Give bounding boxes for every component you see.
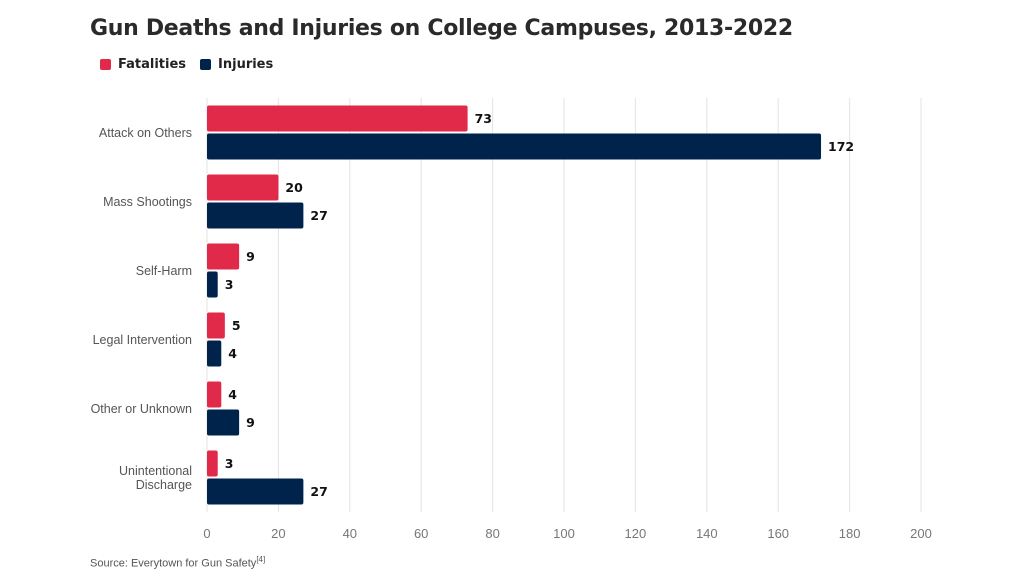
legend-item-fatalities: Fatalities xyxy=(100,57,186,72)
bar-injuries xyxy=(207,478,304,505)
bar-injuries xyxy=(207,202,304,229)
x-tick-label: 200 xyxy=(910,526,932,541)
category-label: Attack on Others xyxy=(99,126,192,140)
x-tick-label: 80 xyxy=(485,526,499,541)
data-label-fatalities: 5 xyxy=(232,318,241,333)
x-tick-label: 60 xyxy=(414,526,428,541)
legend-label-fatalities: Fatalities xyxy=(118,57,187,72)
data-label-fatalities: 4 xyxy=(228,387,237,402)
bar-fatalities xyxy=(207,174,279,201)
legend-label-injuries: Injuries xyxy=(218,57,274,72)
x-tick-label: 40 xyxy=(343,526,357,541)
data-label-injuries: 172 xyxy=(828,139,854,154)
legend: Fatalities Injuries xyxy=(100,57,273,72)
bar-fatalities xyxy=(207,381,222,408)
category-label: Self-Harm xyxy=(136,264,192,278)
data-label-fatalities: 9 xyxy=(246,249,255,264)
bar-fatalities xyxy=(207,105,468,132)
chart-title: Gun Deaths and Injuries on College Campu… xyxy=(90,16,793,41)
bar-injuries xyxy=(207,409,240,436)
x-tick-label: 100 xyxy=(553,526,575,541)
data-label-injuries: 9 xyxy=(246,415,255,430)
x-tick-label: 140 xyxy=(696,526,718,541)
bar-injuries xyxy=(207,133,822,160)
bar-injuries xyxy=(207,271,218,298)
x-tick-label: 20 xyxy=(271,526,285,541)
category-label: Other or Unknown xyxy=(91,402,192,416)
category-label: Unintentional Discharge xyxy=(119,464,192,492)
legend-swatch-injuries xyxy=(200,59,212,70)
bar-fatalities xyxy=(207,312,225,339)
source-text: Source: Everytown for Gun Safety xyxy=(90,557,257,570)
category-label: Legal Intervention xyxy=(93,333,192,347)
source-note: Source: Everytown for Gun Safety[4] xyxy=(90,555,265,570)
data-label-injuries: 27 xyxy=(310,484,327,499)
x-tick-label: 160 xyxy=(767,526,789,541)
x-tick-label: 180 xyxy=(839,526,861,541)
x-tick-label: 0 xyxy=(203,526,210,541)
legend-swatch-fatalities xyxy=(100,59,111,70)
category-label: Mass Shootings xyxy=(103,195,192,209)
data-label-fatalities: 20 xyxy=(285,180,303,195)
data-label-injuries: 3 xyxy=(225,277,234,292)
data-label-fatalities: 73 xyxy=(475,111,492,126)
x-tick-label: 120 xyxy=(625,526,647,541)
data-label-injuries: 27 xyxy=(310,208,327,223)
bar-injuries xyxy=(207,340,222,367)
source-footnote: [4] xyxy=(256,555,266,564)
legend-item-injuries: Injuries xyxy=(200,57,273,72)
data-label-fatalities: 3 xyxy=(225,456,234,471)
data-label-injuries: 4 xyxy=(228,346,237,361)
bar-fatalities xyxy=(207,450,218,477)
bar-fatalities xyxy=(207,243,240,270)
